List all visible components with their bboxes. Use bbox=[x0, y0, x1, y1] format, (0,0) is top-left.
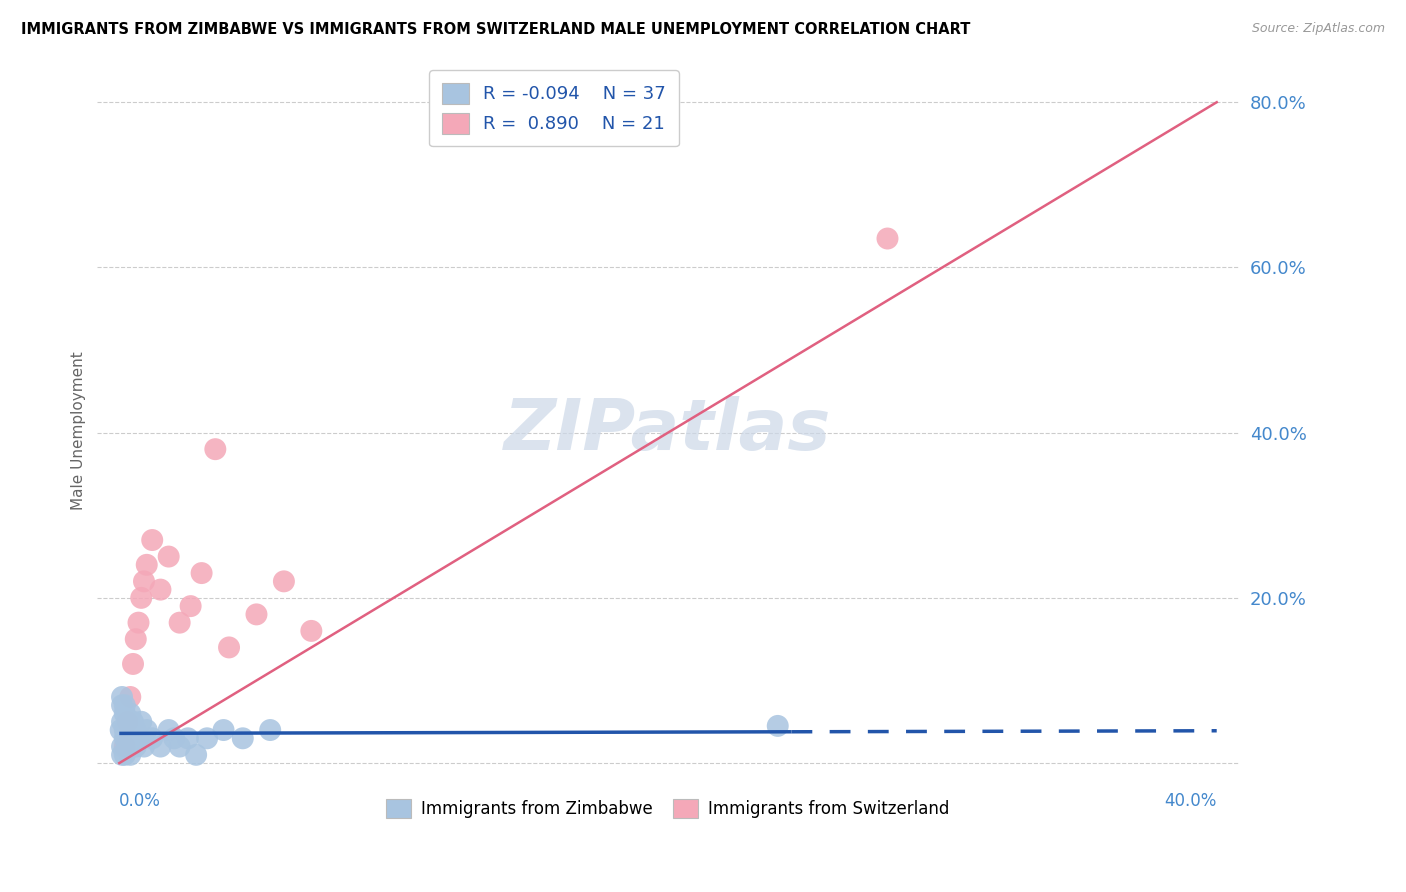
Point bbox=[141, 533, 163, 547]
Point bbox=[122, 714, 145, 729]
Legend: Immigrants from Zimbabwe, Immigrants from Switzerland: Immigrants from Zimbabwe, Immigrants fro… bbox=[380, 792, 956, 825]
Point bbox=[135, 558, 157, 572]
Point bbox=[114, 739, 136, 754]
Point bbox=[111, 747, 134, 762]
Point bbox=[128, 615, 150, 630]
Point bbox=[135, 723, 157, 737]
Point bbox=[125, 632, 148, 647]
Point bbox=[111, 690, 134, 704]
Point bbox=[232, 731, 254, 746]
Point bbox=[120, 723, 142, 737]
Point bbox=[125, 723, 148, 737]
Point bbox=[111, 739, 134, 754]
Point bbox=[245, 607, 267, 622]
Point bbox=[129, 591, 152, 605]
Point bbox=[117, 731, 139, 746]
Point bbox=[114, 731, 136, 746]
Point bbox=[141, 731, 163, 746]
Point bbox=[204, 442, 226, 457]
Text: IMMIGRANTS FROM ZIMBABWE VS IMMIGRANTS FROM SWITZERLAND MALE UNEMPLOYMENT CORREL: IMMIGRANTS FROM ZIMBABWE VS IMMIGRANTS F… bbox=[21, 22, 970, 37]
Point bbox=[177, 731, 200, 746]
Point bbox=[122, 731, 145, 746]
Point bbox=[157, 549, 180, 564]
Point bbox=[212, 723, 235, 737]
Point bbox=[157, 723, 180, 737]
Point bbox=[128, 731, 150, 746]
Point bbox=[114, 747, 136, 762]
Point bbox=[195, 731, 218, 746]
Text: Source: ZipAtlas.com: Source: ZipAtlas.com bbox=[1251, 22, 1385, 36]
Point bbox=[132, 739, 155, 754]
Point bbox=[169, 739, 191, 754]
Point bbox=[111, 698, 134, 713]
Point bbox=[190, 566, 212, 580]
Point bbox=[120, 706, 142, 721]
Point bbox=[149, 739, 172, 754]
Point bbox=[184, 747, 207, 762]
Point bbox=[149, 582, 172, 597]
Point bbox=[169, 615, 191, 630]
Point bbox=[114, 706, 136, 721]
Point bbox=[259, 723, 281, 737]
Point bbox=[129, 714, 152, 729]
Point bbox=[180, 599, 202, 614]
Point bbox=[132, 574, 155, 589]
Point bbox=[122, 657, 145, 671]
Point bbox=[120, 690, 142, 704]
Point bbox=[110, 723, 132, 737]
Point bbox=[114, 698, 136, 713]
Text: ZIPatlas: ZIPatlas bbox=[505, 396, 832, 465]
Point bbox=[766, 719, 789, 733]
Y-axis label: Male Unemployment: Male Unemployment bbox=[72, 351, 86, 510]
Point bbox=[114, 723, 136, 737]
Text: 0.0%: 0.0% bbox=[120, 792, 162, 810]
Point bbox=[299, 624, 322, 638]
Point bbox=[876, 231, 898, 245]
Point bbox=[120, 747, 142, 762]
Point bbox=[125, 739, 148, 754]
Point bbox=[218, 640, 240, 655]
Point bbox=[117, 739, 139, 754]
Point bbox=[163, 731, 186, 746]
Text: 40.0%: 40.0% bbox=[1164, 792, 1216, 810]
Point bbox=[117, 714, 139, 729]
Point bbox=[117, 714, 139, 729]
Point bbox=[273, 574, 295, 589]
Point bbox=[111, 714, 134, 729]
